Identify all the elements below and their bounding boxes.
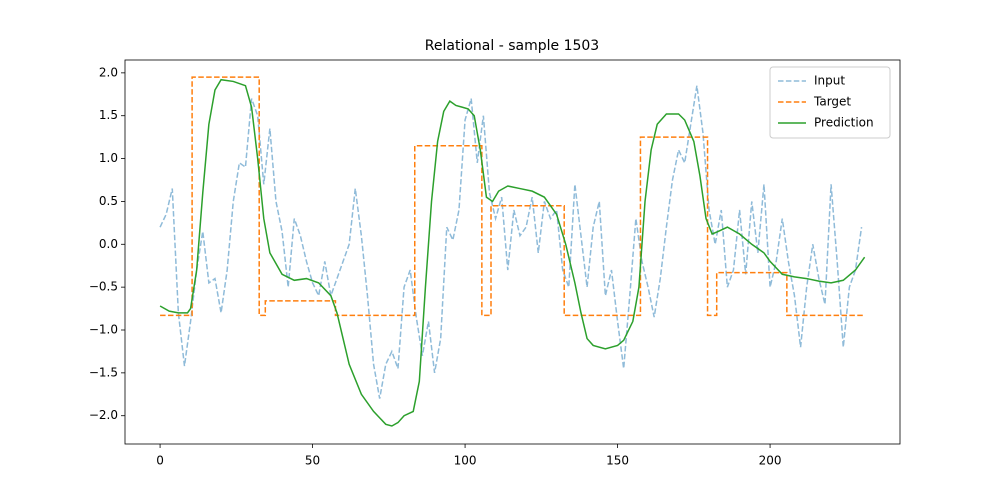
series-line: [159, 78, 866, 427]
legend-label: Input: [814, 74, 845, 88]
y-tick-label: −1.0: [89, 323, 118, 337]
x-tick-label: 100: [454, 454, 477, 468]
y-tick-label: 1.5: [99, 108, 118, 122]
y-tick-label: 0.5: [99, 194, 118, 208]
x-tick-label: 200: [759, 454, 782, 468]
x-tick-label: 50: [305, 454, 320, 468]
y-tick-label: −1.5: [89, 365, 118, 379]
y-tick-label: −2.0: [89, 408, 118, 422]
chart-title: Relational - sample 1503: [425, 38, 599, 54]
legend-label: Target: [813, 95, 851, 109]
y-tick-label: 1.0: [99, 151, 118, 165]
legend-box: [769, 66, 891, 139]
legend-label: Prediction: [814, 116, 874, 130]
x-tick-label: 150: [606, 454, 629, 468]
x-tick-label: 0: [156, 454, 164, 468]
series-line: [160, 76, 865, 317]
plot-frame: [124, 59, 901, 445]
y-tick-label: −0.5: [89, 280, 118, 294]
y-tick-label: 0.0: [99, 237, 118, 251]
y-tick-label: 2.0: [99, 65, 118, 79]
series-line: [159, 85, 863, 399]
